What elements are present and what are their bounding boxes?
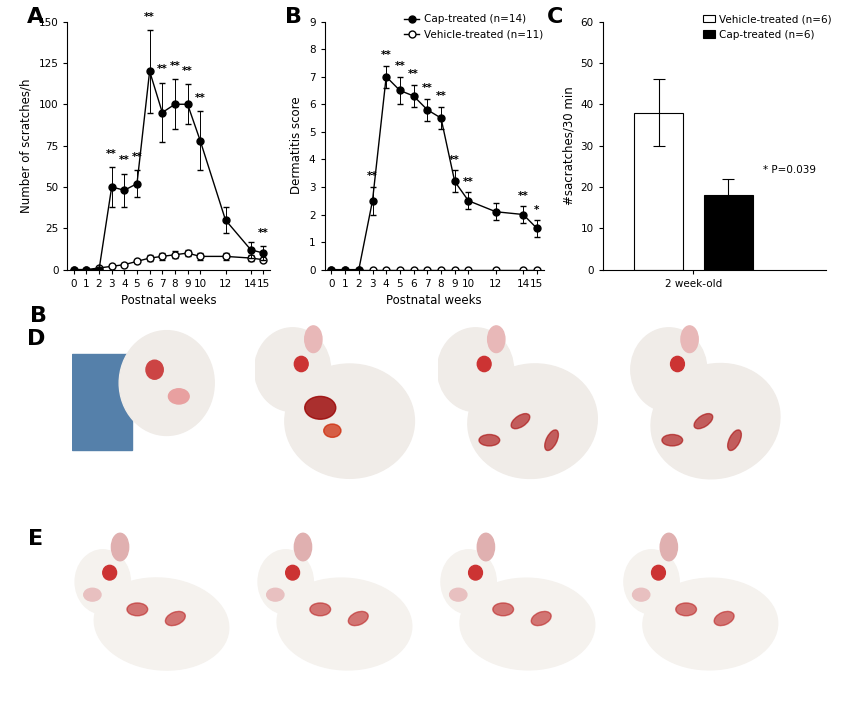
Ellipse shape bbox=[651, 364, 780, 479]
Ellipse shape bbox=[294, 533, 312, 561]
Circle shape bbox=[469, 565, 482, 580]
Text: * P=0.039: * P=0.039 bbox=[763, 165, 816, 175]
Circle shape bbox=[286, 565, 299, 580]
Ellipse shape bbox=[258, 550, 314, 614]
Ellipse shape bbox=[662, 434, 683, 446]
Ellipse shape bbox=[681, 326, 698, 352]
Text: **: ** bbox=[408, 70, 419, 80]
Text: D: D bbox=[27, 329, 45, 349]
Text: **: ** bbox=[436, 91, 447, 101]
Text: **: ** bbox=[395, 61, 405, 71]
Ellipse shape bbox=[493, 603, 513, 615]
Circle shape bbox=[294, 357, 309, 372]
Text: E: E bbox=[29, 528, 43, 549]
Text: **: ** bbox=[381, 50, 392, 60]
Y-axis label: #sacratches/30 min: #sacratches/30 min bbox=[562, 86, 575, 205]
Text: **: ** bbox=[449, 155, 460, 165]
Text: **: ** bbox=[518, 191, 529, 201]
Text: **: ** bbox=[195, 93, 206, 103]
Ellipse shape bbox=[468, 364, 598, 478]
Ellipse shape bbox=[545, 430, 558, 451]
Ellipse shape bbox=[449, 588, 467, 601]
Text: **: ** bbox=[182, 66, 193, 76]
Ellipse shape bbox=[348, 611, 368, 626]
X-axis label: Postnatal weeks: Postnatal weeks bbox=[121, 294, 217, 307]
Ellipse shape bbox=[441, 550, 497, 614]
Text: A: A bbox=[27, 6, 44, 27]
Ellipse shape bbox=[119, 331, 214, 436]
Text: **: ** bbox=[258, 228, 269, 238]
Ellipse shape bbox=[94, 578, 228, 670]
Ellipse shape bbox=[660, 533, 678, 561]
Ellipse shape bbox=[165, 611, 185, 626]
Text: **: ** bbox=[422, 83, 432, 93]
Text: **: ** bbox=[463, 177, 474, 187]
Text: **: ** bbox=[119, 155, 130, 165]
Ellipse shape bbox=[694, 413, 712, 429]
Ellipse shape bbox=[643, 578, 778, 670]
Circle shape bbox=[255, 328, 330, 411]
Ellipse shape bbox=[111, 533, 129, 561]
Ellipse shape bbox=[477, 533, 495, 561]
Text: **: ** bbox=[169, 61, 180, 71]
Text: **: ** bbox=[144, 12, 155, 22]
Ellipse shape bbox=[714, 611, 734, 626]
Ellipse shape bbox=[169, 389, 189, 404]
Ellipse shape bbox=[127, 603, 148, 615]
Ellipse shape bbox=[277, 578, 411, 670]
Ellipse shape bbox=[324, 424, 341, 437]
Text: **: ** bbox=[132, 152, 142, 162]
Ellipse shape bbox=[304, 326, 322, 352]
Bar bbox=[634, 113, 683, 270]
Ellipse shape bbox=[75, 550, 131, 614]
Ellipse shape bbox=[676, 603, 696, 615]
Circle shape bbox=[146, 360, 164, 379]
Circle shape bbox=[670, 357, 685, 372]
Bar bbox=[72, 354, 132, 450]
Text: **: ** bbox=[367, 171, 378, 181]
Text: **: ** bbox=[106, 149, 117, 159]
Ellipse shape bbox=[728, 430, 741, 451]
Ellipse shape bbox=[83, 588, 101, 601]
Circle shape bbox=[631, 328, 706, 411]
X-axis label: Postnatal weeks: Postnatal weeks bbox=[386, 294, 482, 307]
Ellipse shape bbox=[310, 603, 330, 615]
Ellipse shape bbox=[511, 413, 529, 429]
Circle shape bbox=[652, 565, 665, 580]
Circle shape bbox=[477, 357, 491, 372]
Ellipse shape bbox=[632, 588, 650, 601]
Circle shape bbox=[103, 565, 116, 580]
Circle shape bbox=[438, 328, 513, 411]
Text: B: B bbox=[285, 6, 302, 27]
Y-axis label: Number of scratches/h: Number of scratches/h bbox=[20, 78, 33, 213]
Legend: Vehicle-treated (n=6), Cap-treated (n=6): Vehicle-treated (n=6), Cap-treated (n=6) bbox=[703, 14, 832, 40]
Ellipse shape bbox=[479, 434, 500, 446]
Bar bbox=[704, 195, 753, 270]
Ellipse shape bbox=[624, 550, 679, 614]
Text: **: ** bbox=[157, 65, 168, 75]
Ellipse shape bbox=[531, 611, 551, 626]
Y-axis label: Dermatitis score: Dermatitis score bbox=[290, 97, 303, 194]
Text: C: C bbox=[547, 6, 563, 27]
Ellipse shape bbox=[266, 588, 284, 601]
Ellipse shape bbox=[285, 364, 415, 478]
Ellipse shape bbox=[304, 396, 336, 419]
Ellipse shape bbox=[460, 578, 595, 670]
Ellipse shape bbox=[487, 326, 505, 352]
Text: B: B bbox=[30, 306, 46, 326]
Legend: Cap-treated (n=14), Vehicle-treated (n=11): Cap-treated (n=14), Vehicle-treated (n=1… bbox=[404, 14, 543, 40]
Text: *: * bbox=[534, 204, 540, 214]
